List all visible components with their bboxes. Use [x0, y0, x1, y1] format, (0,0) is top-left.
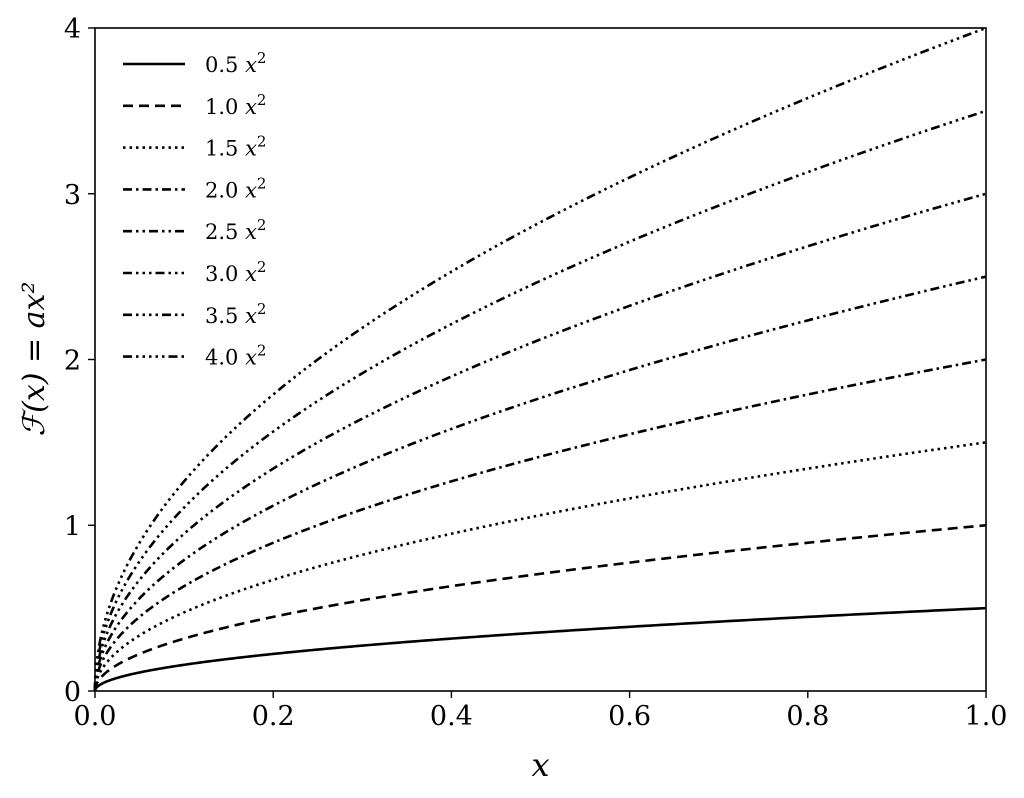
- legend-entry-2.5: 2.5 x2: [123, 216, 266, 244]
- series-line-2.0: [93, 358, 987, 692]
- legend-entry-1.5: 1.5 x2: [123, 133, 266, 161]
- y-tick-label: 4: [64, 14, 81, 45]
- x-tick-label: 0.4: [430, 701, 473, 732]
- legend-entry-3.0: 3.0 x2: [123, 258, 266, 286]
- legend-label: 1.0 x2: [205, 91, 266, 119]
- legend-label: 2.0 x2: [205, 174, 266, 202]
- series-line-2.5: [93, 275, 987, 692]
- legend-label: 2.5 x2: [205, 216, 266, 244]
- legend-entry-4.0: 4.0 x2: [123, 342, 266, 370]
- legend-entry-1.0: 1.0 x2: [123, 91, 266, 119]
- legend-entry-2.0: 2.0 x2: [123, 174, 266, 202]
- x-axis-label: x: [531, 746, 549, 784]
- y-axis-ticks: 0 1 2 3 4: [64, 14, 95, 708]
- x-tick-label: 0.6: [608, 701, 651, 732]
- series-line-1.5: [93, 441, 987, 692]
- series-line-3.5: [93, 109, 987, 692]
- x-tick-label: 0.8: [786, 701, 829, 732]
- x-tick-label: 0.2: [252, 701, 295, 732]
- legend-entry-0.5: 0.5 x2: [123, 49, 266, 77]
- series-lines: [93, 26, 987, 692]
- legend-label: 3.5 x2: [205, 300, 266, 328]
- y-tick-label: 2: [64, 346, 81, 377]
- legend-label: 4.0 x2: [205, 342, 266, 370]
- series-line-1.0: [93, 523, 987, 692]
- series-line-4.0: [93, 26, 987, 692]
- y-tick-label: 1: [64, 511, 81, 542]
- legend-label: 1.5 x2: [205, 133, 266, 161]
- x-tick-label: 0.0: [74, 701, 117, 732]
- legend-label: 3.0 x2: [205, 258, 266, 286]
- y-tick-label: 0: [64, 677, 81, 708]
- x-tick-label: 1.0: [965, 701, 1008, 732]
- series-line-0.5: [93, 606, 987, 692]
- legend-entry-3.5: 3.5 x2: [123, 300, 266, 328]
- y-tick-label: 3: [64, 180, 81, 211]
- y-axis-label: ℱ(x) = ax²: [17, 282, 52, 437]
- x-axis-ticks: 0.0 0.2 0.4 0.6 0.8 1.0: [74, 691, 1008, 732]
- legend-label: 0.5 x2: [205, 49, 266, 77]
- legend: 0.5 x2 1.0 x2 1.5 x2 2.0 x2 2.5 x2 3.0 x2 3.5 …: [123, 49, 266, 370]
